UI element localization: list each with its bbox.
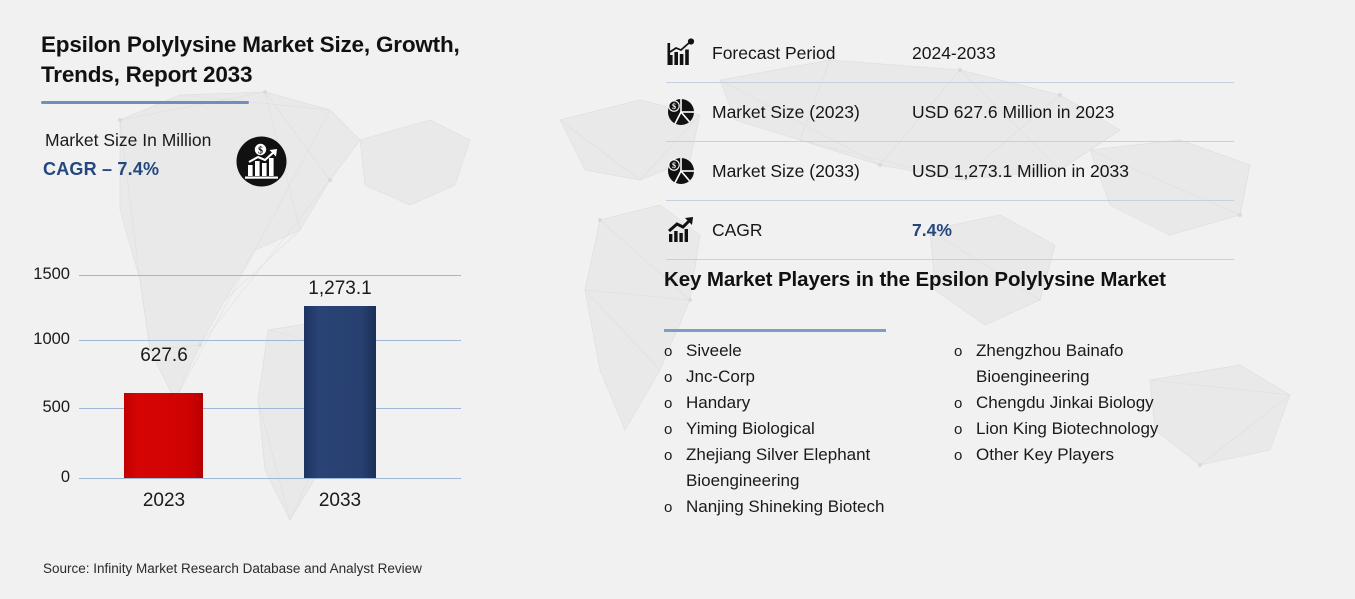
gridline-1000	[79, 340, 461, 341]
player-name: Zhejiang Silver Elephant Bioengineering	[686, 445, 871, 490]
player-name: Yiming Biological	[686, 419, 815, 438]
y-axis-tick-0: 0	[60, 468, 70, 486]
svg-text:$: $	[672, 161, 676, 170]
fact-value: USD 1,273.1 Million in 2033	[912, 160, 1129, 181]
player-name: Other Key Players	[976, 445, 1114, 464]
bullet-mark: o	[954, 395, 963, 412]
fact-value: USD 627.6 Million in 2023	[912, 101, 1115, 122]
bullet-mark: o	[664, 421, 673, 438]
svg-text:$: $	[672, 102, 676, 111]
bar-value-2033: 1,273.1	[308, 278, 372, 299]
pie-chart-dollar-icon: $	[666, 156, 712, 186]
fact-row-cagr: CAGR 7.4%	[666, 201, 1234, 260]
fact-label: Market Size (2033)	[712, 160, 860, 181]
x-axis-label-2033: 2033	[318, 490, 362, 511]
list-item: o Yiming Biological	[664, 416, 946, 442]
bullet-mark: o	[954, 343, 963, 360]
bullet-mark: o	[664, 343, 673, 360]
bar-chart-trend-icon	[666, 38, 712, 68]
player-name: Lion King Biotechnology	[976, 419, 1159, 438]
growth-arrow-icon	[666, 215, 712, 245]
player-name: Chengdu Jinkai Biology	[976, 393, 1154, 412]
bullet-mark: o	[954, 447, 963, 464]
gridline-1500	[79, 275, 461, 276]
player-name: Jnc-Corp	[686, 367, 755, 386]
list-item: o Jnc-Corp	[664, 364, 946, 390]
list-item: o Zhengzhou Bainafo Bioengineering	[954, 338, 1236, 390]
chart-subtitle: Market Size In Million	[45, 130, 212, 150]
list-item: o Siveele	[664, 338, 946, 364]
bullet-mark: o	[954, 421, 963, 438]
svg-text:$: $	[258, 145, 263, 156]
x-axis-label-2023: 2023	[142, 490, 186, 511]
key-players-underline-rule	[664, 329, 886, 332]
gridline-0	[79, 478, 461, 479]
bar-2023[interactable]	[124, 393, 203, 478]
bar-value-2023: 627.6	[140, 345, 188, 366]
market-size-bar-chart: 1500 1000 500 0 627.6 1,273.1 2023 2033	[0, 250, 470, 540]
player-name: Handary	[686, 393, 751, 412]
list-item: o Chengdu Jinkai Biology	[954, 390, 1236, 416]
bullet-mark: o	[664, 499, 673, 516]
bar-2033[interactable]	[304, 306, 376, 478]
left-pane: Epsilon Polylysine Market Size, Growth, …	[0, 0, 650, 599]
gridline-500	[79, 408, 461, 409]
right-pane: Forecast Period 2024-2033	[650, 0, 1355, 599]
source-note: Source: Infinity Market Research Databas…	[43, 561, 422, 576]
player-name: Zhengzhou Bainafo Bioengineering	[976, 341, 1124, 386]
bullet-mark: o	[664, 369, 673, 386]
key-players-lists: o Siveele o Jnc-Corp o Handary o Yiming Biol…	[664, 338, 1304, 520]
title-underline-rule	[41, 101, 249, 104]
bullet-mark: o	[664, 395, 673, 412]
fact-label: Market Size (2023)	[712, 101, 860, 122]
list-item: o Other Key Players	[954, 442, 1236, 468]
fact-label: Forecast Period	[712, 42, 836, 63]
bullet-mark: o	[664, 447, 673, 464]
list-item: o Lion King Biotechnology	[954, 416, 1236, 442]
y-axis-tick-1000: 1000	[33, 330, 70, 348]
list-item: o Zhejiang Silver Elephant Bioengineering	[664, 442, 946, 494]
cagr-summary-label: CAGR – 7.4%	[43, 159, 160, 179]
player-name: Nanjing Shineking Biotech	[686, 497, 885, 516]
pie-chart-dollar-icon: $	[666, 97, 712, 127]
fact-row-market-size-2033: $ Market Size (2033) USD 1,273.1 Million…	[666, 142, 1234, 201]
list-item: o Nanjing Shineking Biotech	[664, 494, 946, 520]
page-title: Epsilon Polylysine Market Size, Growth, …	[41, 32, 460, 87]
y-axis-tick-500: 500	[42, 398, 70, 416]
key-players-column-left: o Siveele o Jnc-Corp o Handary o Yiming Biol…	[664, 338, 946, 520]
fact-value-cagr: 7.4%	[912, 219, 952, 240]
y-axis-tick-1500: 1500	[33, 265, 70, 283]
key-players-heading: Key Market Players in the Epsilon Polyly…	[664, 268, 1166, 291]
fact-row-forecast-period: Forecast Period 2024-2033	[666, 24, 1234, 83]
player-name: Siveele	[686, 341, 742, 360]
fact-row-market-size-2023: $ Market Size (2023) USD 627.6 Million i…	[666, 83, 1234, 142]
list-item: o Handary	[664, 390, 946, 416]
fact-value: 2024-2033	[912, 42, 996, 63]
growth-chart-dollar-icon: $	[236, 136, 287, 187]
fact-label: CAGR	[712, 219, 763, 240]
key-facts-table: Forecast Period 2024-2033	[666, 24, 1234, 260]
key-players-column-right: o Zhengzhou Bainafo Bioengineering o Cheng…	[954, 338, 1236, 520]
